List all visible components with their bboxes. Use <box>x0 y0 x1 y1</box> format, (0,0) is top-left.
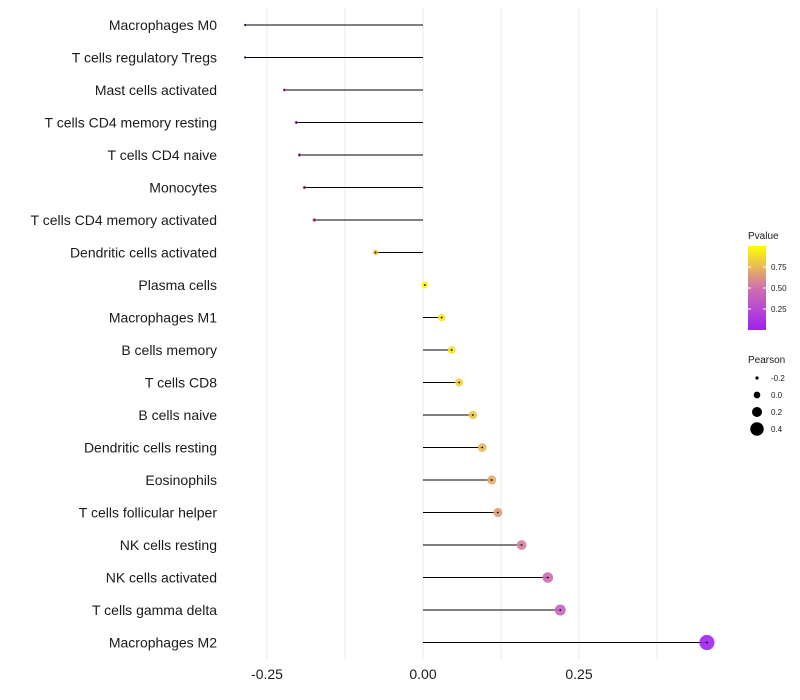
y-axis-label: T cells CD4 memory resting <box>45 115 217 131</box>
x-axis-tick-label: -0.25 <box>251 666 283 682</box>
point-center <box>481 446 484 449</box>
point-center <box>450 349 453 351</box>
legend-color-ticks: 0.25 0.50 0.75 <box>748 263 787 314</box>
legend-size-label: -0.2 <box>771 374 785 383</box>
point-center <box>706 641 708 644</box>
legend-color-tick-label: 0.25 <box>771 305 787 314</box>
point-center <box>423 284 426 286</box>
y-axis-label: T cells follicular helper <box>79 505 218 521</box>
x-axis-tick-label: 0.00 <box>409 666 436 682</box>
point-center <box>458 381 461 384</box>
y-axis-label: T cells CD4 memory activated <box>31 212 217 228</box>
y-axis-label: B cells naive <box>138 407 217 423</box>
legend-size-keys: -0.2 0.0 0.2 0.4 <box>750 374 785 436</box>
legend-size-label: 0.0 <box>771 391 783 400</box>
point-center <box>298 154 301 156</box>
y-axis-label: Macrophages M1 <box>109 310 217 326</box>
stems <box>245 24 707 643</box>
y-axis-label: NK cells resting <box>120 537 217 553</box>
y-axis-label: B cells memory <box>121 342 217 358</box>
y-axis-labels: Macrophages M0 T cells regulatory Tregs Ma… <box>31 17 218 651</box>
x-axis-labels: -0.25 0.00 0.25 <box>251 666 593 682</box>
point-center <box>295 121 298 124</box>
y-axis-label: Mast cells activated <box>95 82 217 98</box>
y-axis-label: T cells gamma delta <box>92 602 217 618</box>
points <box>243 23 715 651</box>
legend: Pvalue 0.25 0.50 0.75 Pearson -0.2 0.0 0.2 0.… <box>748 231 787 436</box>
point-center <box>244 56 247 59</box>
legend-size-label: 0.2 <box>771 408 783 417</box>
point-center <box>472 414 474 416</box>
point-center <box>490 479 493 481</box>
legend-size-key <box>751 406 763 418</box>
point-center <box>283 89 286 91</box>
y-axis-label: Dendritic cells resting <box>84 440 217 456</box>
legend-pearson-title: Pearson <box>748 355 785 366</box>
point-center <box>374 251 377 254</box>
point-center <box>244 24 247 26</box>
grid <box>266 8 658 660</box>
legend-size-key <box>753 391 761 399</box>
y-axis-label: Plasma cells <box>138 277 217 293</box>
point-center <box>303 186 306 189</box>
legend-size-label: 0.4 <box>771 425 783 434</box>
point-center <box>440 316 443 319</box>
legend-color-bar <box>748 246 766 330</box>
y-axis-label: T cells CD8 <box>145 375 217 391</box>
legend-color-tick-label: 0.50 <box>771 284 787 293</box>
y-axis-label: Macrophages M0 <box>109 17 217 33</box>
legend-color-tick-label: 0.75 <box>771 263 787 272</box>
point-center <box>559 609 562 611</box>
y-axis-label: Macrophages M2 <box>109 635 217 651</box>
y-axis-label: Monocytes <box>149 180 217 196</box>
point-center <box>313 219 316 221</box>
y-axis-label: T cells regulatory Tregs <box>72 50 217 66</box>
y-axis-label: NK cells activated <box>106 570 217 586</box>
point-center <box>546 576 549 579</box>
x-axis-tick-label: 0.25 <box>565 666 592 682</box>
y-axis-label: T cells CD4 naive <box>108 147 218 163</box>
legend-size-key <box>755 376 759 380</box>
y-axis-label: Dendritic cells activated <box>70 245 217 261</box>
legend-pvalue-title: Pvalue <box>748 231 779 242</box>
point-center <box>520 544 523 546</box>
point-center <box>496 511 499 514</box>
legend-size-key <box>750 422 764 436</box>
y-axis-label: Eosinophils <box>145 472 217 488</box>
